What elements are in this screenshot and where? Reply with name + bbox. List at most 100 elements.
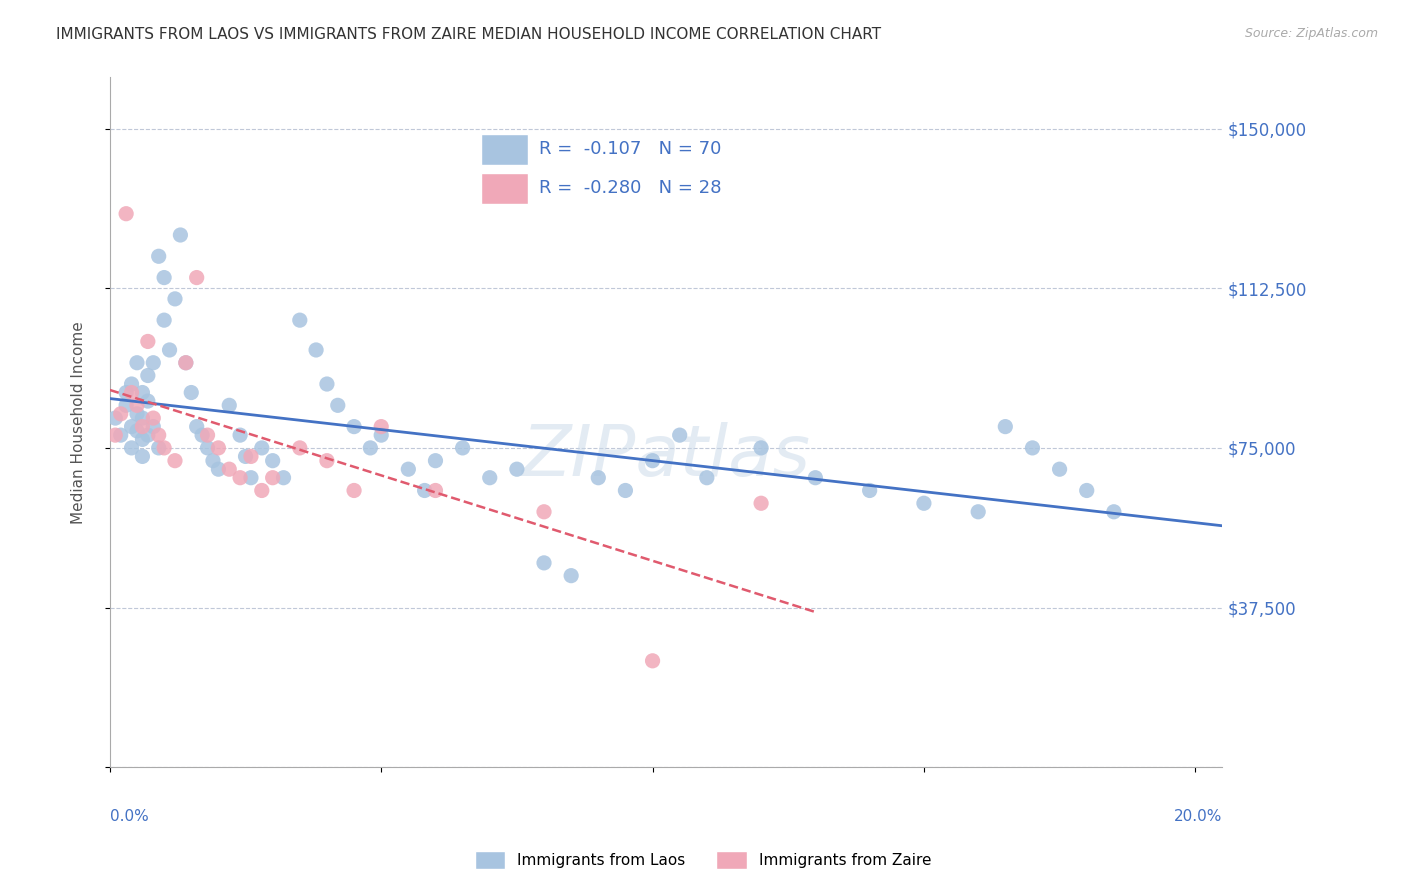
Point xyxy=(326,398,349,412)
Point xyxy=(148,441,170,455)
Point xyxy=(125,407,148,421)
Point xyxy=(288,313,311,327)
Point xyxy=(197,441,219,455)
Point xyxy=(273,471,295,485)
Point xyxy=(343,419,366,434)
Point xyxy=(110,407,132,421)
Point xyxy=(239,471,262,485)
Point xyxy=(288,441,311,455)
Point xyxy=(207,462,229,476)
Point xyxy=(235,450,257,464)
Point xyxy=(153,270,176,285)
Point xyxy=(262,453,284,467)
Point xyxy=(451,441,474,455)
Point xyxy=(125,356,148,370)
Point xyxy=(136,428,159,442)
Point xyxy=(125,424,148,438)
Point xyxy=(180,385,202,400)
Point xyxy=(994,419,1017,434)
Point xyxy=(425,453,447,467)
Point xyxy=(967,505,990,519)
Point xyxy=(305,343,328,357)
Point xyxy=(131,411,153,425)
Point xyxy=(142,419,165,434)
Point xyxy=(131,433,153,447)
Point xyxy=(148,249,170,263)
Point xyxy=(163,292,186,306)
Point xyxy=(1076,483,1098,498)
Point xyxy=(370,419,392,434)
Point xyxy=(136,334,159,349)
Point xyxy=(229,428,252,442)
Point xyxy=(121,441,143,455)
Point xyxy=(588,471,610,485)
Point xyxy=(250,483,273,498)
Point xyxy=(1021,441,1043,455)
Point xyxy=(859,483,882,498)
Point xyxy=(316,377,339,392)
Point xyxy=(359,441,381,455)
Point xyxy=(201,453,224,467)
Point xyxy=(148,428,170,442)
Point xyxy=(641,654,664,668)
Point xyxy=(142,411,165,425)
Text: 0.0%: 0.0% xyxy=(110,809,149,823)
Y-axis label: Median Household Income: Median Household Income xyxy=(72,321,86,524)
Point xyxy=(186,270,208,285)
Point xyxy=(912,496,935,510)
Point xyxy=(262,471,284,485)
Point xyxy=(506,462,529,476)
Point xyxy=(174,356,197,370)
Point xyxy=(207,441,229,455)
Text: 20.0%: 20.0% xyxy=(1174,809,1222,823)
Text: ZIPatlas: ZIPatlas xyxy=(522,422,811,491)
Point xyxy=(218,462,240,476)
Point xyxy=(804,471,827,485)
Point xyxy=(1049,462,1071,476)
Point xyxy=(413,483,436,498)
Point xyxy=(696,471,718,485)
Point xyxy=(104,411,127,425)
Point xyxy=(229,471,252,485)
Point xyxy=(250,441,273,455)
Point xyxy=(396,462,419,476)
Point xyxy=(1102,505,1125,519)
Text: Source: ZipAtlas.com: Source: ZipAtlas.com xyxy=(1244,27,1378,40)
Point xyxy=(197,428,219,442)
Point xyxy=(749,441,772,455)
Point xyxy=(115,385,138,400)
Point xyxy=(125,398,148,412)
Point xyxy=(533,505,555,519)
Point xyxy=(115,398,138,412)
Point xyxy=(191,428,214,442)
Point xyxy=(749,496,772,510)
Point xyxy=(343,483,366,498)
Point xyxy=(131,450,153,464)
Point xyxy=(121,419,143,434)
Point xyxy=(153,313,176,327)
Point xyxy=(115,207,138,221)
Point xyxy=(136,394,159,409)
Point xyxy=(478,471,501,485)
Point xyxy=(239,450,262,464)
Point xyxy=(131,419,153,434)
Point xyxy=(142,356,165,370)
Point xyxy=(174,356,197,370)
Point xyxy=(668,428,690,442)
Point xyxy=(110,428,132,442)
Point xyxy=(131,385,153,400)
Point xyxy=(153,441,176,455)
Point xyxy=(159,343,181,357)
Point xyxy=(560,568,582,582)
Point xyxy=(614,483,637,498)
Legend: Immigrants from Laos, Immigrants from Zaire: Immigrants from Laos, Immigrants from Za… xyxy=(468,845,938,875)
Point xyxy=(641,453,664,467)
Point xyxy=(316,453,339,467)
Point xyxy=(370,428,392,442)
Point xyxy=(136,368,159,383)
Point xyxy=(186,419,208,434)
Point xyxy=(104,428,127,442)
Point xyxy=(425,483,447,498)
Point xyxy=(533,556,555,570)
Point xyxy=(121,385,143,400)
